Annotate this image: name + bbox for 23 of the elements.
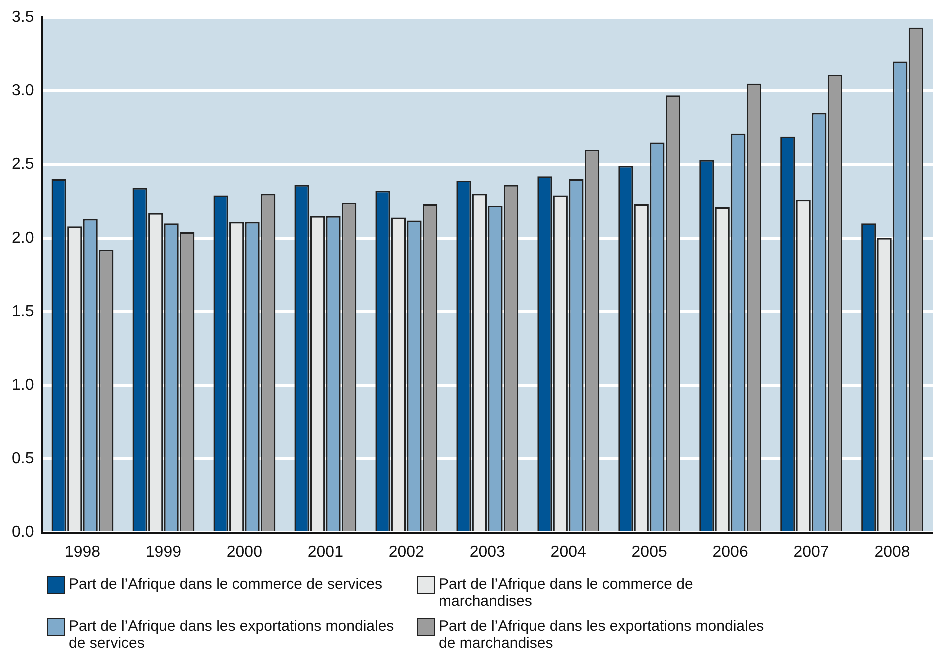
x-tick-label: 1998 [64, 544, 101, 561]
x-tick-label: 2006 [712, 544, 748, 561]
x-tick-label: 2008 [874, 544, 910, 561]
y-tick-label: 3.5 [12, 9, 34, 26]
x-tick-label: 2005 [632, 544, 668, 561]
x-tick-label: 1999 [146, 544, 182, 561]
x-tick-label: 2003 [470, 544, 506, 561]
legend-label: Part de l’Afrique dans les exportations mondiales de marchandises [439, 618, 766, 651]
x-tick-label: 2002 [388, 544, 425, 561]
x-tick-label: 2000 [226, 544, 263, 561]
x-tick-label: 2004 [550, 544, 586, 561]
legend-label: Part de l’Afrique dans les exportations mondiales de services [69, 618, 396, 651]
y-tick-label: 0.5 [12, 450, 34, 468]
y-tick-label: 1.0 [12, 377, 34, 394]
y-tick-label: 1.5 [12, 303, 34, 320]
y-tick-label: 3.0 [12, 82, 34, 100]
x-tick-label: 2007 [794, 544, 830, 561]
legend-label: Part de l’Afrique dans le commerce de marchandises [439, 576, 694, 610]
x-tick-label: 2001 [308, 544, 344, 561]
y-tick-label: 2.0 [12, 230, 34, 247]
legend-label: Part de l’Afrique dans le commerce de services [69, 576, 382, 593]
y-tick-label: 0.0 [12, 524, 34, 542]
y-tick-label: 2.5 [12, 156, 34, 174]
